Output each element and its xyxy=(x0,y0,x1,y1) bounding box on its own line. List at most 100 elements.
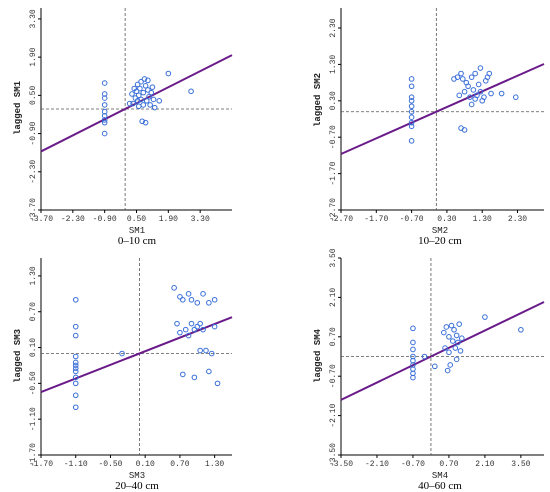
data-point xyxy=(421,353,428,360)
data-point xyxy=(408,103,415,110)
y-tick-label: 3.50 xyxy=(329,248,338,267)
data-point xyxy=(188,88,194,95)
data-point xyxy=(449,338,456,344)
x-tick-label: 0.10 xyxy=(136,460,155,469)
data-point xyxy=(135,92,142,99)
data-point xyxy=(138,78,144,85)
y-tick-label: -1.70 xyxy=(29,443,38,467)
x-tick-label: -2.10 xyxy=(365,460,389,469)
data-point xyxy=(408,123,415,130)
data-point xyxy=(101,117,108,123)
y-tick-label: -1.70 xyxy=(329,161,338,185)
data-point xyxy=(452,345,459,351)
data-point xyxy=(203,347,209,354)
data-point xyxy=(191,374,198,381)
regression-line xyxy=(340,63,545,155)
x-tick-label: -2.70 xyxy=(329,215,353,224)
data-point xyxy=(135,103,142,110)
data-point xyxy=(72,323,79,330)
data-point xyxy=(440,329,447,336)
data-point xyxy=(408,76,415,82)
x-tick-label: 1.30 xyxy=(205,460,224,469)
y-tick-label: 1.30 xyxy=(329,55,338,74)
data-point xyxy=(185,291,192,297)
x-tick-label: 0.50 xyxy=(127,215,146,224)
data-point xyxy=(446,334,452,340)
y-axis-label: lagged SM4 xyxy=(313,328,323,383)
data-point xyxy=(72,359,79,366)
data-point xyxy=(139,118,145,125)
data-point xyxy=(453,356,460,363)
data-point xyxy=(137,85,143,92)
y-tick-label: -2.10 xyxy=(329,403,338,427)
x-axis-label: SM1 xyxy=(129,226,145,236)
panel-caption: 40–60 cm xyxy=(418,480,462,492)
x-tick-label: -0.50 xyxy=(98,460,122,469)
data-point xyxy=(410,346,416,353)
data-point xyxy=(518,326,524,333)
x-tick-label: -2.30 xyxy=(61,215,85,224)
x-tick-label: -3.50 xyxy=(329,460,353,469)
data-point xyxy=(145,77,151,84)
data-point xyxy=(481,94,487,100)
x-tick-label: -0.90 xyxy=(93,215,117,224)
data-point xyxy=(180,371,186,378)
data-point xyxy=(477,65,484,71)
regression-line xyxy=(40,316,233,394)
data-point xyxy=(200,291,206,297)
y-tick-label: -0.50 xyxy=(29,371,38,395)
data-point xyxy=(410,339,416,346)
y-axis-label: lagged SM1 xyxy=(13,80,23,135)
data-point xyxy=(101,102,108,108)
scatter-panel-2: -2.70 -1.70 -0.70 0.30 1.30 2.30 -2.70 -1.70 -0.… xyxy=(313,8,545,247)
data-point xyxy=(458,335,465,342)
y-tick-label: -0.70 xyxy=(329,125,338,149)
data-point xyxy=(408,138,415,144)
x-tick-label: 0.70 xyxy=(439,460,458,469)
data-point xyxy=(486,70,493,77)
data-point xyxy=(194,323,201,330)
data-point xyxy=(408,83,415,90)
x-tick-label: -3.70 xyxy=(29,215,53,224)
x-tick-label: 0.70 xyxy=(170,460,189,469)
regression-line xyxy=(340,301,545,401)
data-point xyxy=(149,84,156,90)
panel-caption: 10–20 cm xyxy=(418,235,462,247)
x-tick-label: 2.30 xyxy=(508,215,527,224)
data-point xyxy=(188,296,195,303)
data-point xyxy=(177,294,183,300)
x-tick-label: 3.50 xyxy=(511,460,530,469)
data-point xyxy=(188,320,195,327)
data-point xyxy=(146,93,152,100)
data-point xyxy=(408,108,415,115)
y-tick-label: 0.30 xyxy=(329,91,338,110)
y-tick-label: 0.10 xyxy=(29,338,38,357)
data-point xyxy=(214,380,221,387)
data-point xyxy=(465,83,471,90)
data-point xyxy=(191,326,198,333)
data-point xyxy=(461,88,468,95)
data-point xyxy=(119,350,125,357)
data-point xyxy=(133,88,140,95)
data-point xyxy=(72,296,79,303)
data-point xyxy=(147,102,153,108)
data-point xyxy=(460,76,466,82)
x-tick-label: -0.70 xyxy=(400,215,424,224)
data-point xyxy=(140,102,147,108)
data-point xyxy=(72,392,79,399)
data-point xyxy=(453,332,460,339)
y-tick-label: -2.70 xyxy=(329,198,338,222)
y-tick-label: 0.70 xyxy=(29,302,38,321)
data-point xyxy=(130,100,136,107)
x-tick-label: 2.10 xyxy=(475,460,494,469)
data-point xyxy=(410,374,416,381)
x-tick-label: -0.70 xyxy=(401,460,425,469)
x-axis-label: SM3 xyxy=(129,471,145,481)
data-point xyxy=(72,380,79,387)
data-point xyxy=(451,326,457,333)
panel-caption: 0–10 cm xyxy=(118,235,157,247)
y-tick-label: 2.30 xyxy=(329,18,338,37)
data-point xyxy=(461,127,468,133)
data-point xyxy=(482,314,488,320)
